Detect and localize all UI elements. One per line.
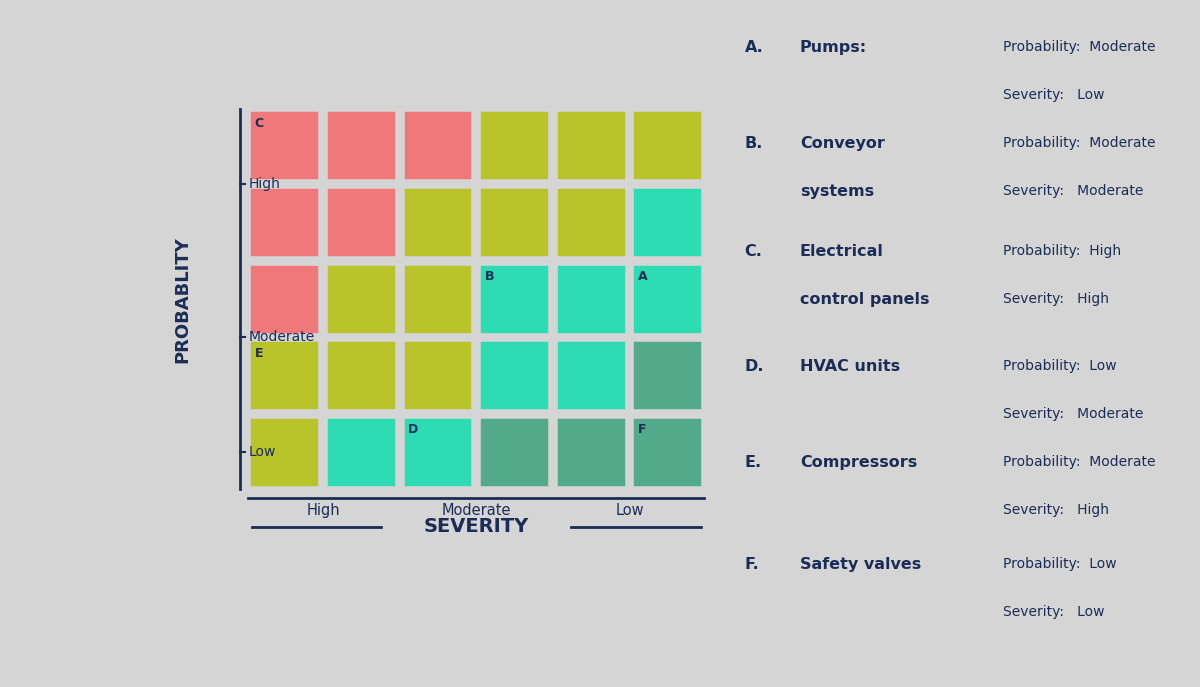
Text: D: D <box>408 423 419 436</box>
Bar <box>631 186 704 259</box>
Bar <box>478 262 551 336</box>
Text: Severity:   High: Severity: High <box>1003 503 1109 517</box>
Bar <box>554 416 628 489</box>
Text: F: F <box>638 423 647 436</box>
Bar <box>631 339 704 412</box>
Text: Probability:  Moderate: Probability: Moderate <box>1003 135 1156 150</box>
Bar <box>402 262 474 336</box>
Bar <box>248 416 322 489</box>
Bar <box>248 186 322 259</box>
Bar <box>631 109 704 183</box>
Bar <box>325 262 398 336</box>
Text: Probability:  High: Probability: High <box>1003 244 1121 258</box>
Bar <box>325 186 398 259</box>
Text: Probability:  Moderate: Probability: Moderate <box>1003 455 1156 469</box>
Text: Severity:   Low: Severity: Low <box>1003 605 1105 619</box>
Bar <box>402 416 474 489</box>
Text: A.: A. <box>744 40 763 55</box>
Bar <box>631 262 704 336</box>
Text: Probability:  Low: Probability: Low <box>1003 359 1117 373</box>
Bar <box>402 339 474 412</box>
Bar <box>325 109 398 183</box>
Text: Severity:   Low: Severity: Low <box>1003 88 1105 102</box>
Text: Electrical: Electrical <box>800 244 883 259</box>
Text: Severity:   Moderate: Severity: Moderate <box>1003 407 1144 421</box>
Bar <box>554 262 628 336</box>
Text: A: A <box>638 270 648 283</box>
Text: Safety valves: Safety valves <box>800 557 922 572</box>
Bar <box>478 109 551 183</box>
Text: Severity:   High: Severity: High <box>1003 292 1109 306</box>
Bar <box>402 186 474 259</box>
Bar <box>248 339 322 412</box>
Text: Low: Low <box>616 504 644 519</box>
Bar <box>478 339 551 412</box>
Text: Probability:  Low: Probability: Low <box>1003 557 1117 572</box>
Text: systems: systems <box>800 183 874 199</box>
Text: control panels: control panels <box>800 292 930 307</box>
Text: Probability:  Moderate: Probability: Moderate <box>1003 40 1156 54</box>
Text: C: C <box>254 117 264 130</box>
Bar <box>631 416 704 489</box>
Text: B: B <box>485 270 494 283</box>
Bar <box>248 262 322 336</box>
Text: Conveyor: Conveyor <box>800 135 884 150</box>
Text: High: High <box>250 177 281 191</box>
Text: Compressors: Compressors <box>800 455 917 470</box>
Text: B.: B. <box>744 135 763 150</box>
Bar <box>554 339 628 412</box>
Bar <box>554 186 628 259</box>
Text: C.: C. <box>744 244 762 259</box>
Text: Moderate: Moderate <box>442 504 511 519</box>
Bar <box>325 416 398 489</box>
Bar <box>478 416 551 489</box>
Text: HVAC units: HVAC units <box>800 359 900 374</box>
Text: PROBABLITY: PROBABLITY <box>174 236 192 363</box>
Text: High: High <box>306 504 340 519</box>
Text: Severity:   Moderate: Severity: Moderate <box>1003 183 1144 198</box>
Text: E: E <box>254 347 263 359</box>
Bar <box>554 109 628 183</box>
Bar <box>478 186 551 259</box>
Text: E.: E. <box>744 455 762 470</box>
Text: Pumps:: Pumps: <box>800 40 868 55</box>
Text: SEVERITY: SEVERITY <box>424 517 529 537</box>
Bar <box>248 109 322 183</box>
Text: F.: F. <box>744 557 760 572</box>
Text: Moderate: Moderate <box>250 330 316 344</box>
Bar <box>325 339 398 412</box>
Text: Low: Low <box>250 445 276 460</box>
Text: D.: D. <box>744 359 764 374</box>
Bar <box>402 109 474 183</box>
